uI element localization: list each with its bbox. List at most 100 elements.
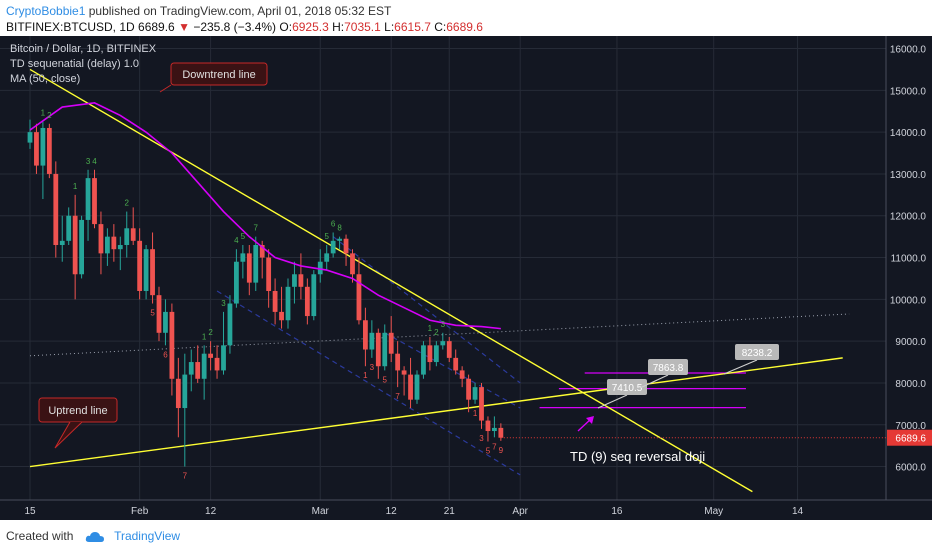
price-tick-label: 12000.0 [890,212,927,223]
candle-body[interactable] [124,228,130,246]
candle-body[interactable] [195,362,201,379]
td-count-label: 2 [434,328,439,337]
created-with-text: Created with TradingView [6,529,180,543]
td-count-label: 1 [428,324,433,333]
candle-body[interactable] [388,332,394,354]
candle-body[interactable] [208,353,213,358]
candle-body[interactable] [433,345,439,363]
candle-body[interactable] [369,332,375,350]
candle-body[interactable] [34,132,39,166]
candle-body[interactable] [105,236,110,254]
candle-body[interactable] [72,215,78,275]
candle-body[interactable] [201,353,207,379]
candle-body[interactable] [46,127,52,174]
candle-body[interactable] [466,378,471,400]
uptrend-callout: Uptrend line [38,397,118,449]
candle-body[interactable] [343,238,349,254]
price-axis[interactable]: 6000.0 7000.0 8000.0 9000.0 10000.0 11000.0 12… [500,45,932,474]
downtrend-line[interactable] [29,68,753,493]
candle-body[interactable] [59,240,65,246]
candle-body[interactable] [27,132,33,143]
candle-body[interactable] [472,387,478,400]
candle-body[interactable] [111,236,117,250]
candle-body[interactable] [330,240,336,254]
candle-body[interactable] [266,257,272,291]
candle-body[interactable] [240,253,246,262]
candle-body[interactable] [175,378,181,409]
candle-body[interactable] [92,178,97,225]
candle-body[interactable] [453,357,459,371]
candle-body[interactable] [395,353,401,371]
open-label: O: [279,20,293,34]
td-count-label: 1 [473,409,478,418]
candle-body[interactable] [182,374,188,409]
candle-body[interactable] [163,311,168,333]
candle-body[interactable] [279,311,284,321]
candle-body[interactable] [246,253,252,283]
candle-body[interactable] [227,303,233,346]
candle-body[interactable] [66,215,72,241]
chart-legend: Bitcoin / Dollar, 1D, BITFINEX TD sequen… [10,43,157,85]
author-link[interactable]: CryptoBobbie1 [6,4,86,18]
uptrend-line[interactable] [29,357,843,468]
candle-body[interactable] [40,127,46,166]
candle-body[interactable] [421,345,426,375]
candle-body[interactable] [363,320,368,350]
candle-body[interactable] [221,345,226,371]
ma-50-line[interactable] [29,102,501,330]
candle-body[interactable] [79,219,84,275]
candle-body[interactable] [492,427,497,432]
close-value: 6689.6 [446,20,483,34]
candle-body[interactable] [285,286,291,321]
candle-body[interactable] [375,332,381,367]
candle-body[interactable] [188,362,194,375]
candle-body[interactable] [292,274,297,287]
candle-body[interactable] [143,249,149,291]
last-price-tag[interactable] [887,429,932,446]
low-label: L: [384,20,395,34]
candle-body[interactable] [117,245,123,250]
candle-body[interactable] [350,253,355,275]
tradingview-brand-link[interactable]: TradingView [114,529,181,543]
candle-body[interactable] [137,240,143,291]
candle-body[interactable] [53,173,59,246]
td-count-label: 7 [254,224,259,233]
td-count-label: 7 [183,472,188,481]
symbol-label: BITFINEX:BTCUSD, 1D [6,20,135,34]
candle-body[interactable] [214,357,220,371]
candle-body[interactable] [408,374,413,400]
candle-body[interactable] [98,224,104,254]
candle-body[interactable] [169,311,175,379]
candle-body[interactable] [311,274,317,317]
candle-body[interactable] [253,245,259,283]
candle-body[interactable] [401,370,407,375]
candle-body[interactable] [156,295,162,333]
candle-body[interactable] [324,253,330,262]
candle-body[interactable] [498,427,504,438]
candle-body[interactable] [356,274,362,321]
price-label-7863-text: 7863.8 [653,363,684,374]
candle-body[interactable] [485,420,491,432]
candle-body[interactable] [150,249,155,296]
candle-body[interactable] [459,370,465,379]
downtrend-callout-box [170,62,268,86]
candle-body[interactable] [272,290,278,312]
candle-body[interactable] [382,332,388,367]
time-axis[interactable]: 15 Feb 12 Mar 12 21 Apr 16 May 14 [24,506,803,517]
candle-body[interactable] [259,245,265,258]
candle-body[interactable] [234,261,239,304]
candle-body[interactable] [298,274,304,287]
candle-body[interactable] [85,178,91,220]
candle-body[interactable] [446,341,452,358]
candle-body[interactable] [304,286,310,317]
candle-body[interactable] [130,228,136,241]
candle-body[interactable] [337,238,342,241]
candle-body[interactable] [317,261,323,275]
candle-body[interactable] [440,341,446,346]
candle-body[interactable] [479,387,484,421]
candle-body[interactable] [427,345,433,363]
candle-body[interactable] [414,374,420,400]
